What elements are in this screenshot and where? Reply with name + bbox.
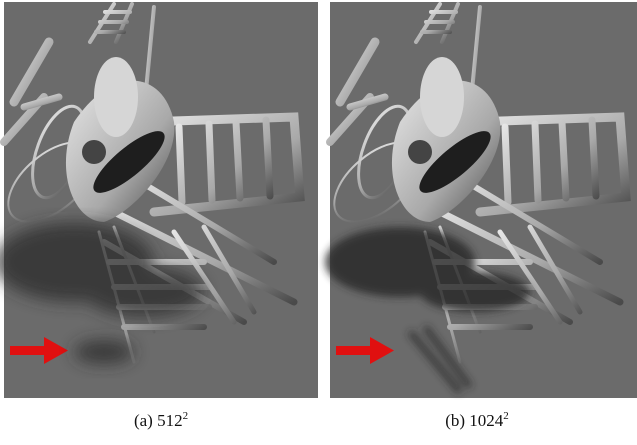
caption-b: (b) 10242 (320, 410, 634, 431)
resolution: 1024 (469, 411, 503, 430)
image-512 (0, 2, 318, 398)
resolution: 512 (157, 411, 183, 430)
render-images (0, 0, 637, 400)
exponent: 2 (503, 410, 509, 422)
image-1024 (320, 2, 637, 398)
caption-a: (a) 5122 (4, 410, 318, 431)
figure-page: (a) 5122 (b) 10242 (() => { const data =… (0, 0, 637, 445)
exponent: 2 (183, 410, 189, 422)
panel-label: (b) (445, 411, 465, 430)
panel-label: (a) (134, 411, 153, 430)
